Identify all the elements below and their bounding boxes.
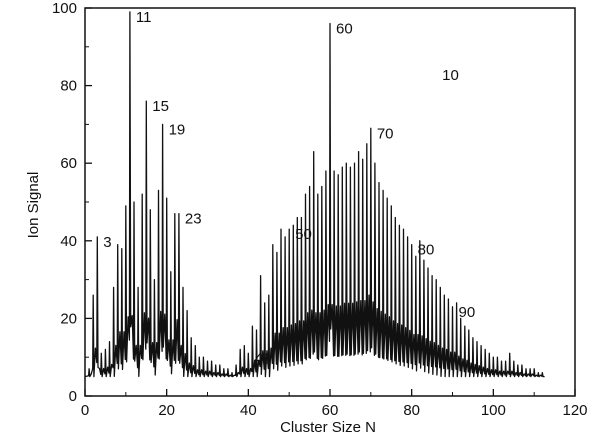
peak-label: 23 [185,211,202,228]
y-tick-label: 40 [60,233,77,250]
peak-label: 11 [136,9,152,26]
peak-label: 50 [295,226,312,243]
x-tick-label: 60 [322,402,339,419]
y-tick-label: 80 [60,78,77,95]
peak-label: 70 [377,125,394,142]
y-axis-title: Ion Signal [25,172,42,239]
peak-label: 60 [336,21,353,38]
peak-label: 10 [442,67,459,84]
signal-trace [84,11,545,378]
peak-label: 19 [169,121,186,138]
y-tick-label: 20 [60,310,77,327]
x-tick-label: 80 [403,402,420,419]
x-tick-label: 20 [158,402,175,419]
y-tick-label: 0 [69,388,77,405]
x-tick-label: 120 [562,402,587,419]
y-tick-label: 100 [52,0,77,17]
peak-label: 80 [418,242,435,259]
y-tick-label: 60 [60,155,77,172]
peak-label: 90 [459,304,476,321]
x-tick-label: 100 [481,402,506,419]
peak-label: 3 [103,234,111,251]
x-axis-title: Cluster Size N [280,419,376,436]
x-tick-label: 0 [81,402,89,419]
peak-label: 15 [152,98,169,115]
peak-label: 40 [254,350,271,367]
x-tick-label: 40 [240,402,257,419]
